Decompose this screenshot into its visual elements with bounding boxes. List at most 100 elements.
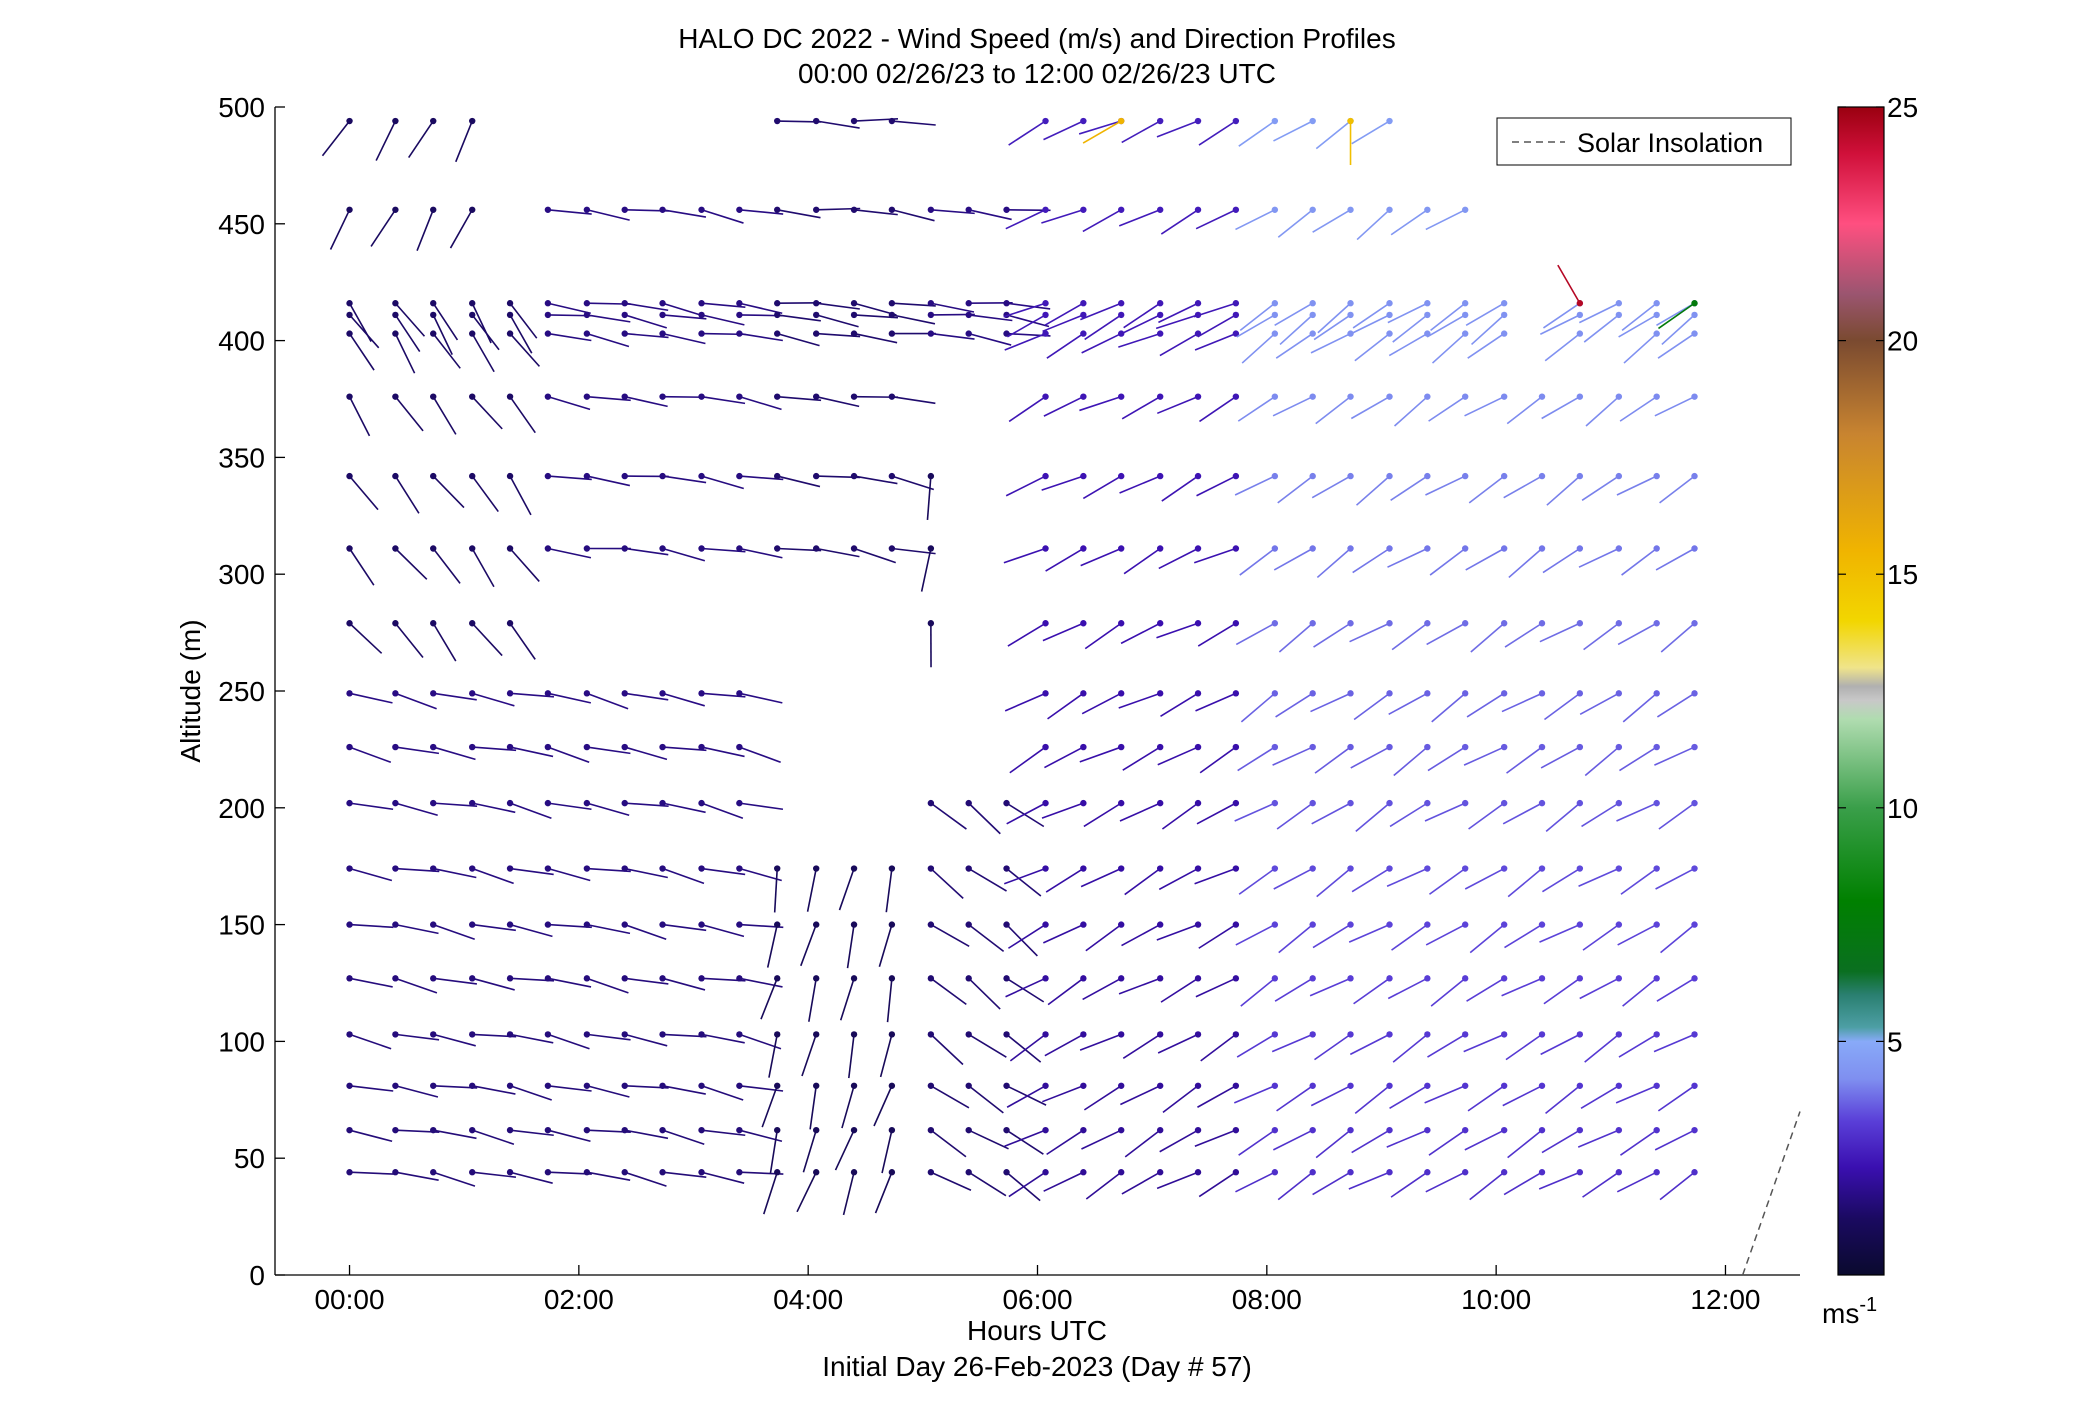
wind-barb-shaft <box>408 120 434 158</box>
wind-barb-point <box>1118 743 1125 751</box>
wind-barb-shaft <box>1506 746 1543 774</box>
wind-barb-shaft <box>816 302 860 310</box>
wind-barb-point <box>850 472 858 480</box>
wind-barb-point <box>1156 1031 1164 1038</box>
wind-barb-point <box>1615 975 1623 982</box>
wind-barb-shaft <box>1542 867 1581 893</box>
wind-barb-shaft <box>1428 395 1466 422</box>
wind-barb-shaft <box>1193 547 1237 564</box>
wind-barb-shaft <box>509 314 533 354</box>
wind-barb-point <box>659 393 666 400</box>
wind-barb-point <box>1309 206 1316 213</box>
wind-barb-point <box>1118 921 1125 928</box>
wind-barb-point <box>1424 1169 1431 1176</box>
wind-barb-shaft <box>586 802 630 817</box>
wind-barb-shaft <box>624 302 669 312</box>
wind-barb-point <box>1500 300 1508 307</box>
wind-barb-point <box>1042 1126 1049 1134</box>
wind-barb-point <box>430 393 437 400</box>
wind-barb-shaft <box>1041 209 1084 224</box>
wind-barb-point <box>1386 393 1393 400</box>
wind-barb-shaft <box>1276 1085 1314 1112</box>
wind-barb-point <box>659 330 666 337</box>
wind-barb-shaft <box>1506 396 1543 425</box>
wind-barb-shaft <box>1356 209 1391 241</box>
wind-barb-point <box>1576 472 1584 480</box>
wind-barb-point <box>469 620 476 627</box>
wind-barb-point <box>1576 1126 1584 1134</box>
wind-barb-point <box>1576 1031 1584 1038</box>
wind-barb-point <box>583 393 591 400</box>
wind-barb-point <box>1347 921 1354 928</box>
wind-barb-point <box>544 865 552 872</box>
wind-barb-point <box>430 545 437 552</box>
wind-barb-point <box>659 921 666 928</box>
wind-barb-point <box>1538 472 1546 480</box>
wind-barb-shaft <box>1621 302 1658 332</box>
wind-barb-point <box>850 206 858 213</box>
wind-barb-point <box>736 743 743 751</box>
wind-barb-shaft <box>1123 547 1161 575</box>
wind-barb-point <box>1576 311 1584 319</box>
wind-barb-shaft <box>1581 475 1620 501</box>
wind-barb-shaft <box>1315 120 1352 150</box>
wind-barb-shaft <box>816 120 860 129</box>
wind-barb-shaft <box>768 1034 779 1078</box>
x-tick-label: 06:00 <box>1002 1284 1072 1315</box>
wind-barb-shaft <box>1393 746 1428 777</box>
wind-barb-shaft <box>1470 622 1505 653</box>
colorbar-unit: ms-1 <box>1822 1294 1877 1329</box>
wind-barb-shaft <box>1431 332 1466 364</box>
wind-barb-shaft <box>662 692 705 707</box>
wind-barb-point <box>1309 393 1316 400</box>
wind-barb-point <box>1461 1126 1469 1134</box>
wind-barb-point <box>1118 620 1125 627</box>
wind-barb-point <box>1271 117 1279 125</box>
wind-barb-point <box>430 311 437 319</box>
wind-barb-shaft <box>1542 302 1581 329</box>
wind-barb-point <box>736 1126 743 1134</box>
wind-barb-shaft <box>1620 867 1658 895</box>
wind-barb-shaft <box>1156 923 1199 941</box>
wind-barb-shaft <box>701 746 745 758</box>
wind-barb-point <box>621 799 628 807</box>
wind-barb-shaft <box>968 209 1012 221</box>
wind-barb-point <box>544 472 552 480</box>
wind-barb-shaft <box>1540 746 1581 769</box>
wind-barb-shaft <box>394 396 424 432</box>
wind-barb-point <box>927 1082 935 1089</box>
wind-barb-shaft <box>968 1085 1004 1114</box>
wind-barb-shaft <box>509 302 538 339</box>
wind-barb-shaft <box>547 332 592 342</box>
wind-barb-shaft <box>1043 1171 1084 1192</box>
wind-barb-shaft <box>1502 802 1543 825</box>
wind-barb-shaft <box>662 302 705 317</box>
wind-barb-shaft <box>1315 396 1352 425</box>
wind-barb-point <box>1309 117 1316 125</box>
wind-barb-shaft <box>471 302 492 344</box>
wind-barb-shaft <box>968 867 1007 892</box>
wind-barb-point <box>1309 799 1316 807</box>
wind-barb-shaft <box>930 1085 970 1109</box>
wind-barb-point <box>1232 117 1240 125</box>
wind-barb-shaft <box>432 396 457 435</box>
wind-barb-point <box>1424 1082 1431 1089</box>
wind-barb-shaft <box>1654 746 1695 766</box>
wind-barb-point <box>1042 117 1049 125</box>
wind-barb-shaft <box>739 395 782 411</box>
wind-barb-point <box>1271 799 1279 807</box>
wind-barb-shaft <box>586 1171 631 1181</box>
wind-barb-shaft <box>1468 475 1505 504</box>
wind-barb-point <box>1309 472 1316 480</box>
wind-barb-shaft <box>739 1033 782 1050</box>
wind-barb-point <box>583 330 591 337</box>
wind-barb-point <box>1386 921 1393 928</box>
wind-barb-shaft <box>769 1130 779 1174</box>
wind-barb-point <box>506 545 514 552</box>
wind-barb-point <box>1461 865 1469 872</box>
wind-barb-shaft <box>701 867 746 876</box>
wind-barb-shaft <box>1463 1033 1505 1053</box>
wind-barb-point <box>392 1169 399 1176</box>
wind-barb-shaft <box>1241 332 1276 364</box>
wind-barb-shaft <box>1623 332 1658 364</box>
